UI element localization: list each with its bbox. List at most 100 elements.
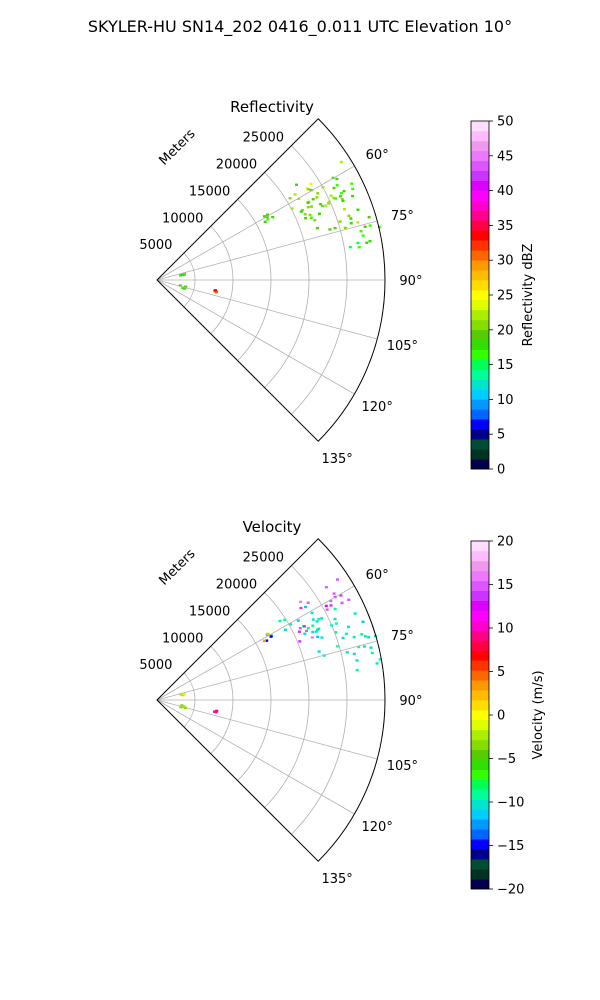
colorbar-swatch: [471, 839, 489, 850]
colorbar-tick-label: 10: [497, 393, 514, 408]
echo-gate: [336, 645, 340, 648]
echo-gate: [262, 215, 266, 218]
echo-gate: [309, 188, 313, 192]
echo-gate: [265, 213, 269, 216]
echo-gate: [332, 592, 336, 595]
colorbar-swatch: [471, 270, 489, 281]
echo-gate: [349, 222, 353, 225]
echo-gate: [288, 197, 292, 200]
echo-gate: [333, 226, 337, 230]
echo-gate: [297, 630, 301, 633]
echo-gate: [324, 204, 328, 207]
echo-gate: [300, 208, 304, 212]
colorbar-tick-label: 30: [497, 254, 514, 269]
colorbar-swatch: [471, 640, 489, 651]
echo-gate: [335, 177, 339, 181]
echo-gate: [320, 617, 324, 620]
echo-gate: [304, 629, 308, 633]
echo-gate: [344, 632, 348, 636]
colorbar-swatch: [471, 700, 489, 711]
colorbar-swatch: [471, 859, 489, 870]
azimuth-spoke: [156, 585, 355, 701]
colorbar-swatch: [471, 280, 489, 291]
colorbar-swatch: [471, 319, 489, 331]
colorbar-swatch: [471, 359, 489, 370]
echo-gate: [265, 639, 269, 642]
velocity-colorbar: −20 −15 −10 −5 0 5 10 15 20 Velocity (m/s): [470, 535, 546, 898]
colorbar-swatch: [471, 220, 489, 231]
colorbar-swatch: [471, 590, 489, 601]
colorbar-swatch: [471, 710, 489, 721]
echo-gate: [306, 201, 310, 204]
echo-gate: [347, 598, 351, 601]
echo-gate: [355, 668, 359, 672]
colorbar-swatch: [471, 550, 489, 562]
echo-gate: [311, 618, 315, 621]
colorbar-tick-label: −15: [497, 839, 524, 854]
echo-gate: [329, 604, 333, 607]
colorbar-tick-label: 45: [497, 149, 514, 164]
reflectivity-colorbar: 0 5 10 15 20 25 30 35 40 45 50 Reflectivity dBZ: [470, 115, 536, 478]
echo-gate: [356, 221, 360, 224]
echo-gate: [363, 225, 367, 228]
echo-gate: [294, 183, 298, 186]
echo-gate: [329, 194, 333, 197]
reflectivity-range-axis-label: Meters: [157, 126, 199, 168]
colorbar-swatch: [471, 769, 489, 780]
colorbar-swatch: [471, 230, 489, 241]
colorbar-swatch: [471, 160, 489, 172]
colorbar-swatch: [471, 349, 489, 360]
colorbar-swatch: [471, 170, 489, 181]
echo-gate: [309, 182, 313, 186]
colorbar-tick-label: 25: [497, 289, 514, 304]
echo-gate: [313, 219, 317, 222]
colorbar-swatch: [471, 150, 489, 162]
echo-gate: [283, 628, 287, 632]
echo-gate: [283, 618, 287, 622]
colorbar-tick-label: 40: [497, 184, 514, 199]
echo-gate: [271, 215, 275, 219]
echo-gate: [179, 693, 183, 696]
colorbar-swatch: [471, 620, 489, 631]
colorbar-swatch: [471, 369, 489, 380]
colorbar-swatch: [471, 409, 489, 420]
echo-gate: [367, 636, 371, 639]
echo-gate: [296, 619, 300, 622]
range-tick-label: 10000: [162, 631, 203, 646]
echo-gate: [324, 586, 328, 589]
figure-suptitle: SKYLER-HU SN14_202 0416_0.011 UTC Elevat…: [88, 17, 512, 37]
echo-gate: [365, 241, 369, 244]
colorbar-swatch: [471, 570, 489, 582]
echo-gate: [215, 290, 219, 293]
colorbar-tick-label: 5: [497, 428, 505, 443]
echo-gate: [328, 228, 332, 231]
colorbar-swatch: [471, 389, 489, 400]
echo-gate: [309, 205, 313, 208]
colorbar-swatch: [471, 399, 489, 410]
velocity-echo-layer: [179, 578, 382, 714]
colorbar-swatch: [471, 869, 489, 880]
echo-gate: [333, 607, 337, 611]
echo-gate: [311, 630, 315, 634]
echo-gate: [333, 617, 337, 621]
echo-gate: [182, 692, 186, 696]
colorbar-tick-label: 0: [497, 709, 505, 724]
colorbar-tick-label: 15: [497, 578, 514, 593]
echo-gate: [347, 625, 351, 629]
echo-gate: [320, 204, 324, 208]
echo-gate: [180, 704, 184, 707]
azimuth-tick-label: 90°: [399, 274, 422, 289]
echo-gate: [341, 636, 345, 640]
echo-gate: [370, 651, 374, 655]
echo-gate: [353, 612, 357, 615]
colorbar-swatch: [471, 749, 489, 761]
colorbar-swatch: [471, 849, 489, 860]
azimuth-spoke: [156, 279, 378, 340]
echo-gate: [315, 226, 319, 230]
range-tick-label: 15000: [189, 184, 230, 199]
echo-gate: [348, 245, 352, 249]
velocity-colorbar-label: Velocity (m/s): [531, 670, 546, 759]
echo-gate: [356, 241, 360, 245]
echo-gate: [359, 229, 363, 233]
echo-gate: [352, 635, 356, 639]
